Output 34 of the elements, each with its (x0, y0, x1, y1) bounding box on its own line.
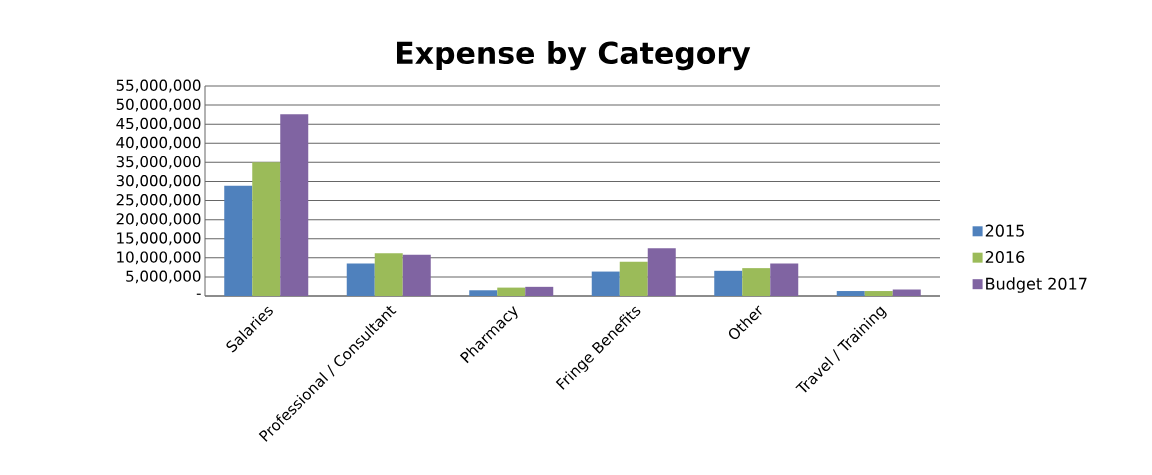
legend-label: 2015 (985, 224, 1024, 237)
bar (836, 291, 865, 296)
y-tick-label: 50,000,000 (116, 98, 201, 112)
bar (770, 263, 799, 296)
y-tick-label: 25,000,000 (116, 194, 201, 207)
bar (497, 287, 526, 296)
bar (374, 253, 403, 296)
y-tick-label: 20,000,000 (116, 213, 201, 227)
y-tick-label: 30,000,000 (116, 175, 201, 188)
bar (864, 291, 893, 296)
y-tick-label: 55,000,000 (116, 79, 201, 93)
legend-label: 2016 (985, 250, 1025, 264)
y-tick-label: 15,000,000 (117, 232, 201, 246)
bar (892, 289, 921, 296)
legend-label: Budget 2017 (986, 277, 1087, 293)
bar (280, 114, 309, 296)
bar (224, 185, 253, 296)
y-tick-label: 40,000,000 (116, 136, 201, 150)
bar (402, 254, 431, 296)
y-tick-label: 10,000,000 (117, 251, 201, 265)
y-tick-label: 45,000,000 (116, 117, 201, 131)
bar (469, 290, 498, 296)
y-tick-label: 5,000,000 (126, 270, 201, 284)
bar (619, 261, 648, 296)
bar (525, 286, 554, 296)
bar (252, 162, 281, 296)
bar (591, 271, 620, 296)
bar (647, 248, 676, 296)
bar (346, 263, 375, 296)
y-tick-label: 35,000,000 (116, 155, 201, 169)
y-tick-label: - (196, 293, 201, 295)
bar (742, 268, 771, 296)
bar (714, 270, 743, 296)
chart-title: Expense by Category (397, 40, 751, 71)
